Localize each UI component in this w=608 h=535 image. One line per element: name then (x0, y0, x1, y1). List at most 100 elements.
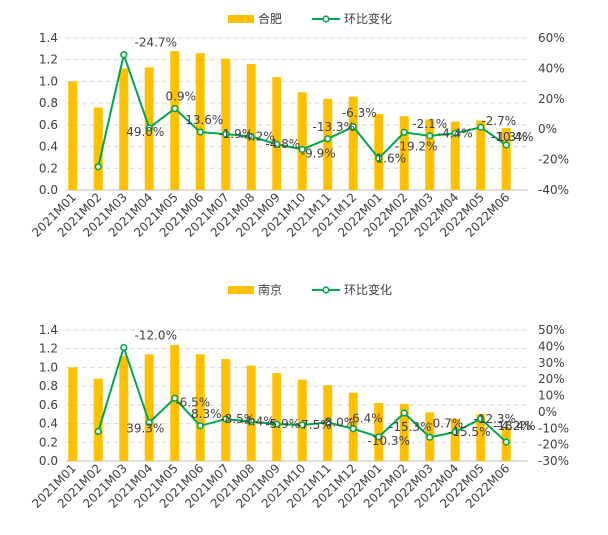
line-point (400, 128, 408, 136)
line-point (400, 409, 408, 417)
line-point (502, 141, 510, 149)
data-label: -8.0% (320, 415, 355, 429)
data-label: -9.9% (301, 146, 336, 160)
line-point (502, 438, 510, 446)
line-point (349, 123, 357, 131)
data-label: -5.9% (265, 417, 300, 431)
data-label: 39.3% (126, 422, 164, 436)
bar (195, 53, 205, 191)
line-point (426, 132, 434, 140)
data-label: -6.5% (175, 395, 210, 409)
bar (297, 92, 307, 190)
bar (170, 51, 180, 191)
legend-bar-label: 合肥 (258, 11, 282, 26)
left-tick-label: 1.4 (39, 31, 58, 45)
data-label: -19.2% (395, 139, 437, 153)
data-label: -0.7% (428, 416, 463, 430)
right-tick-label: 30% (538, 356, 565, 370)
legend-line-marker (322, 15, 330, 23)
bar (323, 98, 333, 190)
data-label: -10.4% (491, 130, 533, 144)
left-tick-label: 1.0 (39, 74, 58, 88)
bar (221, 58, 231, 190)
line-point (247, 417, 255, 426)
left-tick-label: 0.6 (39, 118, 58, 132)
left-tick-label: 0.0 (39, 183, 58, 197)
line-point (477, 415, 485, 423)
bar (272, 373, 282, 461)
right-tick-label: -30% (538, 454, 569, 468)
line-point (171, 394, 179, 402)
left-tick-label: 0.4 (39, 140, 58, 154)
bar (170, 344, 180, 461)
left-tick-label: 1.0 (39, 360, 58, 374)
data-label: -15.3% (389, 420, 431, 434)
line-point (451, 428, 459, 436)
data-label: 1.3% (497, 130, 528, 144)
data-label: 13.6% (185, 113, 223, 127)
left-tick-label: 0.0 (39, 454, 58, 468)
bar (272, 77, 282, 190)
right-tick-label: -20% (538, 438, 569, 452)
bar (399, 403, 409, 461)
chart-panel-1: 0.0 0.2 0.4 0.6 0.8 1.0 1.2 1.4 -40% -20% 0% 20% 40%… (29, 11, 569, 240)
right-tick-label: 0% (538, 122, 557, 136)
bar (68, 367, 78, 461)
bar (221, 359, 231, 461)
line-point (222, 415, 230, 423)
left-tick-label: 1.4 (39, 323, 58, 337)
data-label: -12.3% (474, 412, 516, 426)
data-label: 0.9% (166, 90, 197, 104)
left-tick-label: 0.6 (39, 398, 58, 412)
right-tick-label: -40% (538, 183, 569, 197)
line-point (324, 418, 332, 426)
bar (450, 121, 460, 190)
bar (501, 128, 511, 190)
data-label: 1.6% (376, 151, 407, 165)
legend-bar-label: 南京 (258, 282, 282, 297)
right-tick-label: 20% (538, 372, 565, 386)
line-point (349, 425, 357, 433)
line-point (196, 422, 204, 430)
data-label: -18.4% (493, 419, 535, 433)
line-point (375, 154, 383, 162)
bar (195, 354, 205, 461)
bar (297, 379, 307, 461)
data-label: -7.5% (297, 418, 332, 432)
bar (93, 378, 103, 461)
line-point (273, 420, 281, 428)
bar (476, 414, 486, 461)
data-label: -4.4% (438, 126, 473, 140)
left-tick-label: 0.8 (39, 379, 58, 393)
left-tick-label: 0.2 (39, 435, 58, 449)
right-tick-label: 50% (538, 323, 565, 337)
right-tick-label: 20% (538, 92, 565, 106)
data-label: -13.3% (313, 120, 355, 134)
data-label: -10.3% (368, 434, 410, 448)
right-tick-label: 40% (538, 61, 565, 75)
legend-line-label: 环比变化 (344, 11, 392, 26)
data-label: -4.2% (497, 419, 532, 433)
line-point (120, 343, 128, 352)
line-point (375, 433, 383, 441)
bar (374, 114, 384, 190)
line-point (324, 135, 332, 143)
data-label: 49.0% (126, 125, 164, 139)
data-label: -6.3% (342, 106, 377, 120)
bar (246, 64, 256, 190)
chart-panel-2: 0.0 0.2 0.4 0.6 0.8 1.0 1.2 1.4 -30% -20% -10% 0% 10… (29, 282, 569, 511)
bar (93, 107, 103, 190)
right-tick-label: -10% (538, 421, 569, 435)
line-point (451, 129, 459, 137)
line-point (222, 130, 230, 138)
bar (144, 354, 154, 461)
data-label: -12.0% (135, 329, 177, 343)
line-point (145, 124, 153, 132)
left-tick-label: 1.2 (39, 342, 58, 356)
line-point (298, 421, 306, 429)
line-point (298, 145, 306, 154)
data-label: -4.2% (240, 129, 275, 143)
data-label: -4.8% (265, 137, 300, 151)
